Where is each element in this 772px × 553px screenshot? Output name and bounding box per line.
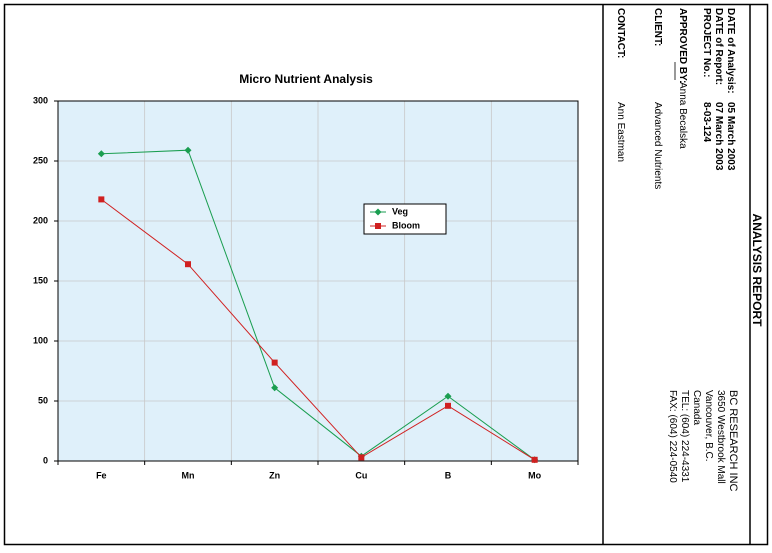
field-value: Ann Eastman	[615, 102, 626, 162]
y-tick-label: 150	[33, 275, 48, 285]
field-label: APPROVED BY:	[677, 8, 688, 83]
field-value: Advanced Nutrients	[652, 102, 663, 189]
point	[185, 261, 191, 268]
page-border	[3, 3, 769, 546]
point	[445, 402, 451, 409]
company-line: TEL: (604) 224-4331	[679, 390, 690, 483]
field-value: 07 March 2003	[713, 102, 724, 171]
report-title: ANALYSIS REPORT	[750, 214, 764, 328]
report-fields: DATE of Analysis: 05 March 2003 DATE of Re…	[615, 8, 736, 189]
point	[531, 456, 538, 463]
y-tick-label: 0	[43, 455, 48, 465]
y-tick-label: 300	[33, 95, 48, 105]
legend-marker	[375, 223, 381, 229]
y-tick-label: 50	[38, 395, 48, 405]
legend-label: Bloom	[392, 220, 420, 230]
company-line: BC RESEARCH INC	[727, 390, 739, 492]
x-tick-label: Mo	[528, 470, 541, 480]
x-tick-label: Mn	[182, 470, 195, 480]
field-label: PROJECT No.:	[701, 8, 712, 77]
field-label: CLIENT:	[652, 8, 663, 46]
point	[358, 454, 365, 461]
legend-label: Veg	[392, 206, 408, 216]
x-tick-label: B	[445, 470, 452, 480]
series-line	[101, 198, 535, 461]
series-line	[101, 149, 535, 461]
legend-marker	[374, 208, 382, 216]
company-line: 3650 Westbrook Mall	[715, 390, 726, 484]
point	[444, 392, 452, 400]
chart-title: Micro Nutrient Analysis	[239, 72, 373, 86]
company-line: Canada	[691, 390, 702, 425]
field-label: DATE of Analysis:	[725, 8, 736, 94]
field-value: 05 March 2003	[725, 102, 736, 171]
x-tick-label: Cu	[355, 470, 367, 480]
y-tick-label: 250	[33, 155, 48, 165]
x-tick-label: Zn	[269, 470, 280, 480]
point	[98, 196, 105, 203]
field-label: DATE of Report:	[713, 8, 724, 85]
company-line: FAX: (604) 224-0540	[667, 390, 678, 483]
field-label: CONTACT:	[615, 8, 626, 58]
y-tick-label: 100	[33, 335, 48, 345]
y-tick-label: 200	[33, 215, 48, 225]
point	[271, 384, 279, 392]
field-value: 8-03-124	[701, 102, 712, 142]
plot-border	[57, 100, 579, 462]
point	[97, 150, 105, 158]
chart: 0 50 100 150 200 250 300 Fe Mn Zn Cu B Mo Veg Bloom	[33, 95, 579, 480]
x-tick-label: Fe	[96, 470, 107, 480]
field-value: Anna Becalska	[677, 82, 688, 149]
point	[271, 359, 278, 366]
legend: Veg Bloom	[363, 203, 447, 235]
company-line: Vancouver, B.C.	[703, 390, 714, 462]
point	[184, 146, 192, 154]
